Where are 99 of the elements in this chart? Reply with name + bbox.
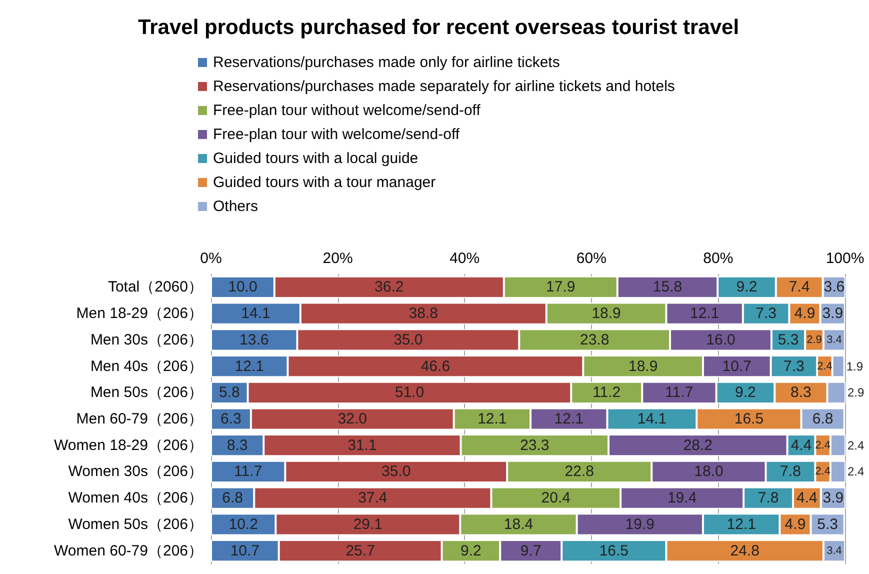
data-label: 3.4	[826, 334, 842, 346]
data-label: 38.8	[408, 305, 438, 322]
data-label: 7.3	[756, 305, 776, 322]
data-label: 9.7	[520, 542, 542, 560]
data-label: 8.3	[790, 384, 812, 402]
data-label: 12.1	[478, 410, 507, 428]
data-label: 11.7	[234, 463, 262, 480]
y-tick-label: Men 40s（206）	[90, 358, 203, 375]
legend-label: Others	[213, 198, 258, 215]
data-label: 23.3	[520, 436, 550, 454]
data-label: 36.2	[374, 278, 404, 296]
data-label: 3.9	[822, 305, 844, 322]
data-label: 12.1	[726, 516, 756, 533]
data-label: 5.8	[218, 384, 240, 402]
x-tick-label: 100%	[826, 250, 864, 267]
x-tick-label: 60%	[576, 250, 606, 267]
legend-label: Reservations/purchases made only for airline tickets	[213, 54, 560, 71]
data-label: 3.9	[822, 490, 844, 507]
data-label: 7.8	[780, 463, 801, 480]
legend-label: Free-plan tour with welcome/send-off	[213, 126, 460, 143]
data-label: 16.5	[599, 542, 629, 560]
data-label: 23.8	[580, 331, 610, 348]
data-label: 4.4	[796, 490, 818, 507]
data-label: 3.6	[824, 278, 845, 296]
data-label: 32.0	[338, 410, 367, 428]
data-label: 13.6	[240, 331, 269, 348]
x-tick-label: 0%	[200, 250, 222, 267]
data-label: 11.7	[665, 384, 694, 402]
data-label: 11.2	[592, 384, 621, 402]
data-label: 4.4	[790, 436, 812, 454]
data-label: 8.3	[226, 436, 248, 454]
data-label: 20.4	[541, 490, 570, 507]
y-tick-label: Women 18-29（206）	[54, 436, 203, 454]
y-tick-label: Total（2060）	[108, 278, 203, 296]
data-label: 17.9	[546, 278, 576, 296]
data-label: 7.3	[784, 358, 804, 375]
data-label: 7.4	[788, 278, 810, 296]
data-label: 18.0	[694, 463, 724, 480]
data-label: 5.3	[817, 516, 838, 533]
y-tick-label: Women 30s（206）	[68, 463, 203, 480]
x-tick-label: 20%	[322, 250, 353, 267]
data-label: 16.5	[734, 410, 764, 428]
data-label: 29.1	[353, 516, 383, 533]
data-label: 14.1	[637, 410, 667, 428]
data-label: 2.9	[806, 334, 822, 346]
data-label: 9.2	[736, 278, 758, 296]
y-tick-label: Men 18-29（206）	[76, 305, 203, 322]
chart-title: Travel products purchased for recent overseas tourist travel	[138, 16, 740, 39]
data-label: 18.9	[628, 358, 658, 375]
data-label: 1.9	[846, 359, 864, 374]
data-label: 35.0	[382, 463, 411, 480]
data-label: 18.4	[504, 516, 534, 533]
data-label: 9.2	[460, 542, 482, 560]
x-tick-label: 80%	[703, 250, 734, 267]
data-label: 12.1	[234, 358, 264, 375]
data-label: 5.3	[778, 331, 799, 348]
y-tick-label: Women 60-79（206）	[54, 542, 203, 560]
data-label: 6.8	[222, 490, 243, 507]
data-label: 6.3	[220, 410, 242, 428]
data-label: 18.9	[592, 305, 621, 322]
data-label: 10.0	[228, 278, 258, 296]
data-label: 10.7	[230, 542, 260, 560]
legend-label: Guided tours with a tour manager	[213, 174, 436, 191]
data-label: 2.4	[848, 464, 865, 479]
data-label: 2.4	[848, 438, 865, 452]
data-label: 6.8	[812, 410, 834, 428]
data-label: 2.9	[848, 386, 865, 400]
data-label: 12.1	[554, 410, 584, 428]
x-tick-label: 40%	[450, 250, 480, 267]
data-label: 4.9	[784, 516, 806, 533]
data-label: 37.4	[358, 490, 388, 507]
data-label: 31.1	[348, 436, 377, 454]
data-label: 4.9	[794, 305, 816, 322]
data-label: 16.0	[706, 331, 736, 348]
data-label: 24.8	[730, 542, 760, 560]
data-label: 51.0	[394, 384, 424, 402]
data-label: 10.7	[722, 358, 752, 375]
legend-label: Free-plan tour without welcome/send-off	[213, 102, 482, 119]
y-tick-label: Men 60-79（206）	[76, 410, 203, 428]
data-label: 14.1	[241, 305, 270, 322]
data-label: 22.8	[564, 463, 594, 480]
data-label: 25.7	[346, 542, 375, 560]
y-tick-label: Men 30s（206）	[90, 331, 203, 348]
data-label: 46.6	[420, 358, 450, 375]
legend-label: Guided tours with a local guide	[213, 150, 418, 167]
data-label: 15.8	[652, 278, 682, 296]
data-label: 7.8	[758, 490, 779, 507]
data-label: 10.2	[228, 516, 258, 533]
data-label: 12.1	[690, 305, 720, 322]
data-label: 19.9	[625, 516, 655, 533]
data-label: 35.0	[394, 331, 423, 348]
data-label: 3.4	[826, 544, 842, 557]
y-tick-label: Women 40s（206）	[68, 490, 203, 507]
data-label: 19.4	[667, 490, 697, 507]
y-tick-label: Women 50s（206）	[68, 516, 203, 533]
data-label: 28.2	[683, 436, 713, 454]
legend-label: Reservations/purchases made separately for airline tickets and hotels	[213, 78, 675, 95]
data-label: 9.2	[735, 384, 756, 402]
y-tick-label: Men 50s（206）	[90, 384, 203, 402]
